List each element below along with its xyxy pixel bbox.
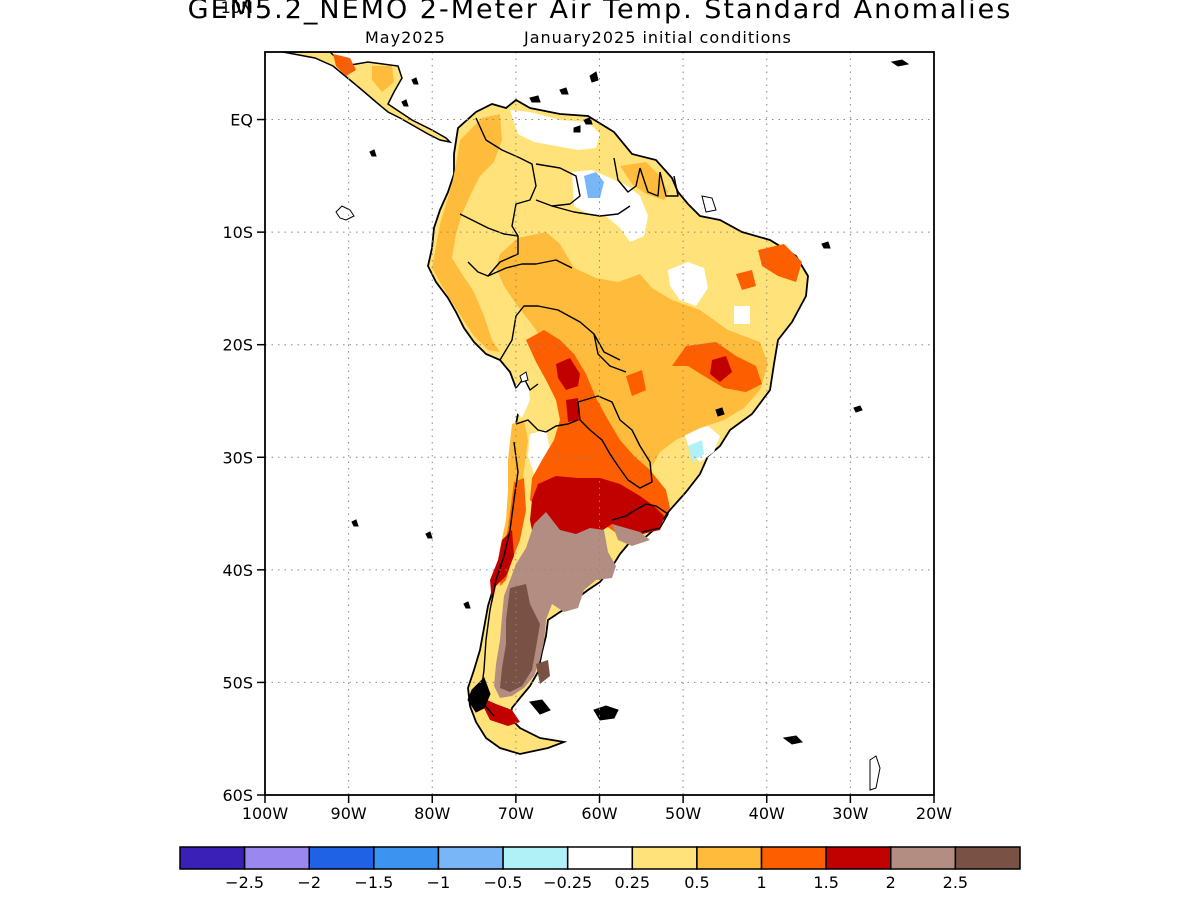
legend-swatch (179, 846, 246, 870)
lon-tick-label: 20W (916, 804, 952, 823)
max-anomaly-region (536, 660, 550, 684)
legend-label: −1.5 (354, 873, 393, 892)
lake-titicaca (519, 371, 529, 383)
legend-swatch (566, 846, 634, 870)
map-title: GEM5.2_NEMO 2-Meter Air Temp. Standard A… (187, 0, 1013, 25)
central-america-anomaly-patch (333, 54, 356, 76)
legend-swatch (696, 846, 763, 870)
lat-tick-label: 40S (222, 561, 253, 580)
forecast-month: May2025 (365, 28, 446, 47)
legend-label: −1 (427, 873, 451, 892)
legend-label: 1 (756, 873, 766, 892)
legend-label: 0.25 (614, 873, 650, 892)
very-high-anomaly-region (490, 530, 514, 604)
graticule (265, 52, 934, 795)
extreme-anomaly-region (612, 524, 650, 546)
legend-swatch (890, 846, 957, 870)
legend-label: 2.5 (943, 873, 968, 892)
very-high-anomaly-region (710, 356, 732, 382)
legend-label: −0.5 (484, 873, 523, 892)
negative-anomaly-patch (584, 172, 604, 198)
color-legend (179, 846, 1021, 870)
very-high-anomaly-region (478, 696, 520, 726)
country-borders (459, 117, 679, 717)
legend-label: 2 (886, 873, 896, 892)
map-area (265, 52, 934, 795)
lon-tick-label: 90W (331, 804, 367, 823)
white-anomaly-region (734, 306, 750, 324)
high-anomaly-region (736, 270, 756, 290)
initial-conditions: January2025 initial conditions (524, 28, 792, 47)
longitude-axis: 100W 90W 80W 70W 60W 50W 40W 30W 20W (242, 795, 952, 823)
lat-tick-label: 10N (221, 0, 253, 17)
lat-tick-label: 30S (222, 448, 253, 467)
central-america-anomaly-patch (372, 66, 394, 92)
very-high-anomaly-region (556, 358, 580, 390)
negative-anomaly-patch (688, 440, 704, 462)
moderate-anomaly-region (496, 232, 768, 476)
lat-tick-label: 20S (222, 336, 253, 355)
legend-label: 1.5 (813, 873, 838, 892)
max-anomaly-region (500, 584, 540, 692)
legend-swatch (308, 846, 375, 870)
legend-swatch (502, 846, 569, 870)
legend-label: −0.25 (543, 873, 592, 892)
lon-tick-label: 40W (749, 804, 785, 823)
legend-label: 0.5 (684, 873, 709, 892)
lon-tick-label: 70W (498, 804, 534, 823)
lon-tick-label: 100W (242, 804, 289, 823)
color-legend-labels: −2.5 −2 −1.5 −1 −0.5 −0.25 0.25 0.5 1 1.5 2 2.5 (225, 873, 968, 892)
very-high-anomaly-region (566, 398, 580, 422)
legend-swatch (243, 846, 310, 870)
central-america (282, 52, 453, 144)
legend-swatch (954, 846, 1021, 870)
lat-tick-label: EQ (230, 111, 253, 130)
legend-swatch (373, 846, 440, 870)
high-anomaly-region (626, 370, 646, 396)
legend-swatch (437, 846, 504, 870)
latitude-axis: 10N EQ 10S 20S 30S 40S 50S 60S (221, 0, 265, 805)
lon-tick-label: 60W (581, 804, 617, 823)
lon-tick-label: 30W (832, 804, 868, 823)
legend-swatch (760, 846, 827, 870)
legend-swatch (825, 846, 892, 870)
legend-label: −2 (297, 873, 321, 892)
lat-tick-label: 50S (222, 673, 253, 692)
moderate-anomaly-region (432, 114, 502, 352)
white-anomaly-region (514, 380, 530, 418)
lon-tick-label: 50W (665, 804, 701, 823)
high-anomaly-region (758, 244, 802, 282)
lon-tick-label: 80W (414, 804, 450, 823)
legend-swatch (631, 846, 698, 870)
white-anomaly-region (668, 262, 708, 306)
lat-tick-label: 10S (222, 223, 253, 242)
lat-tick-label: 60S (222, 786, 253, 805)
legend-label: −2.5 (225, 873, 264, 892)
